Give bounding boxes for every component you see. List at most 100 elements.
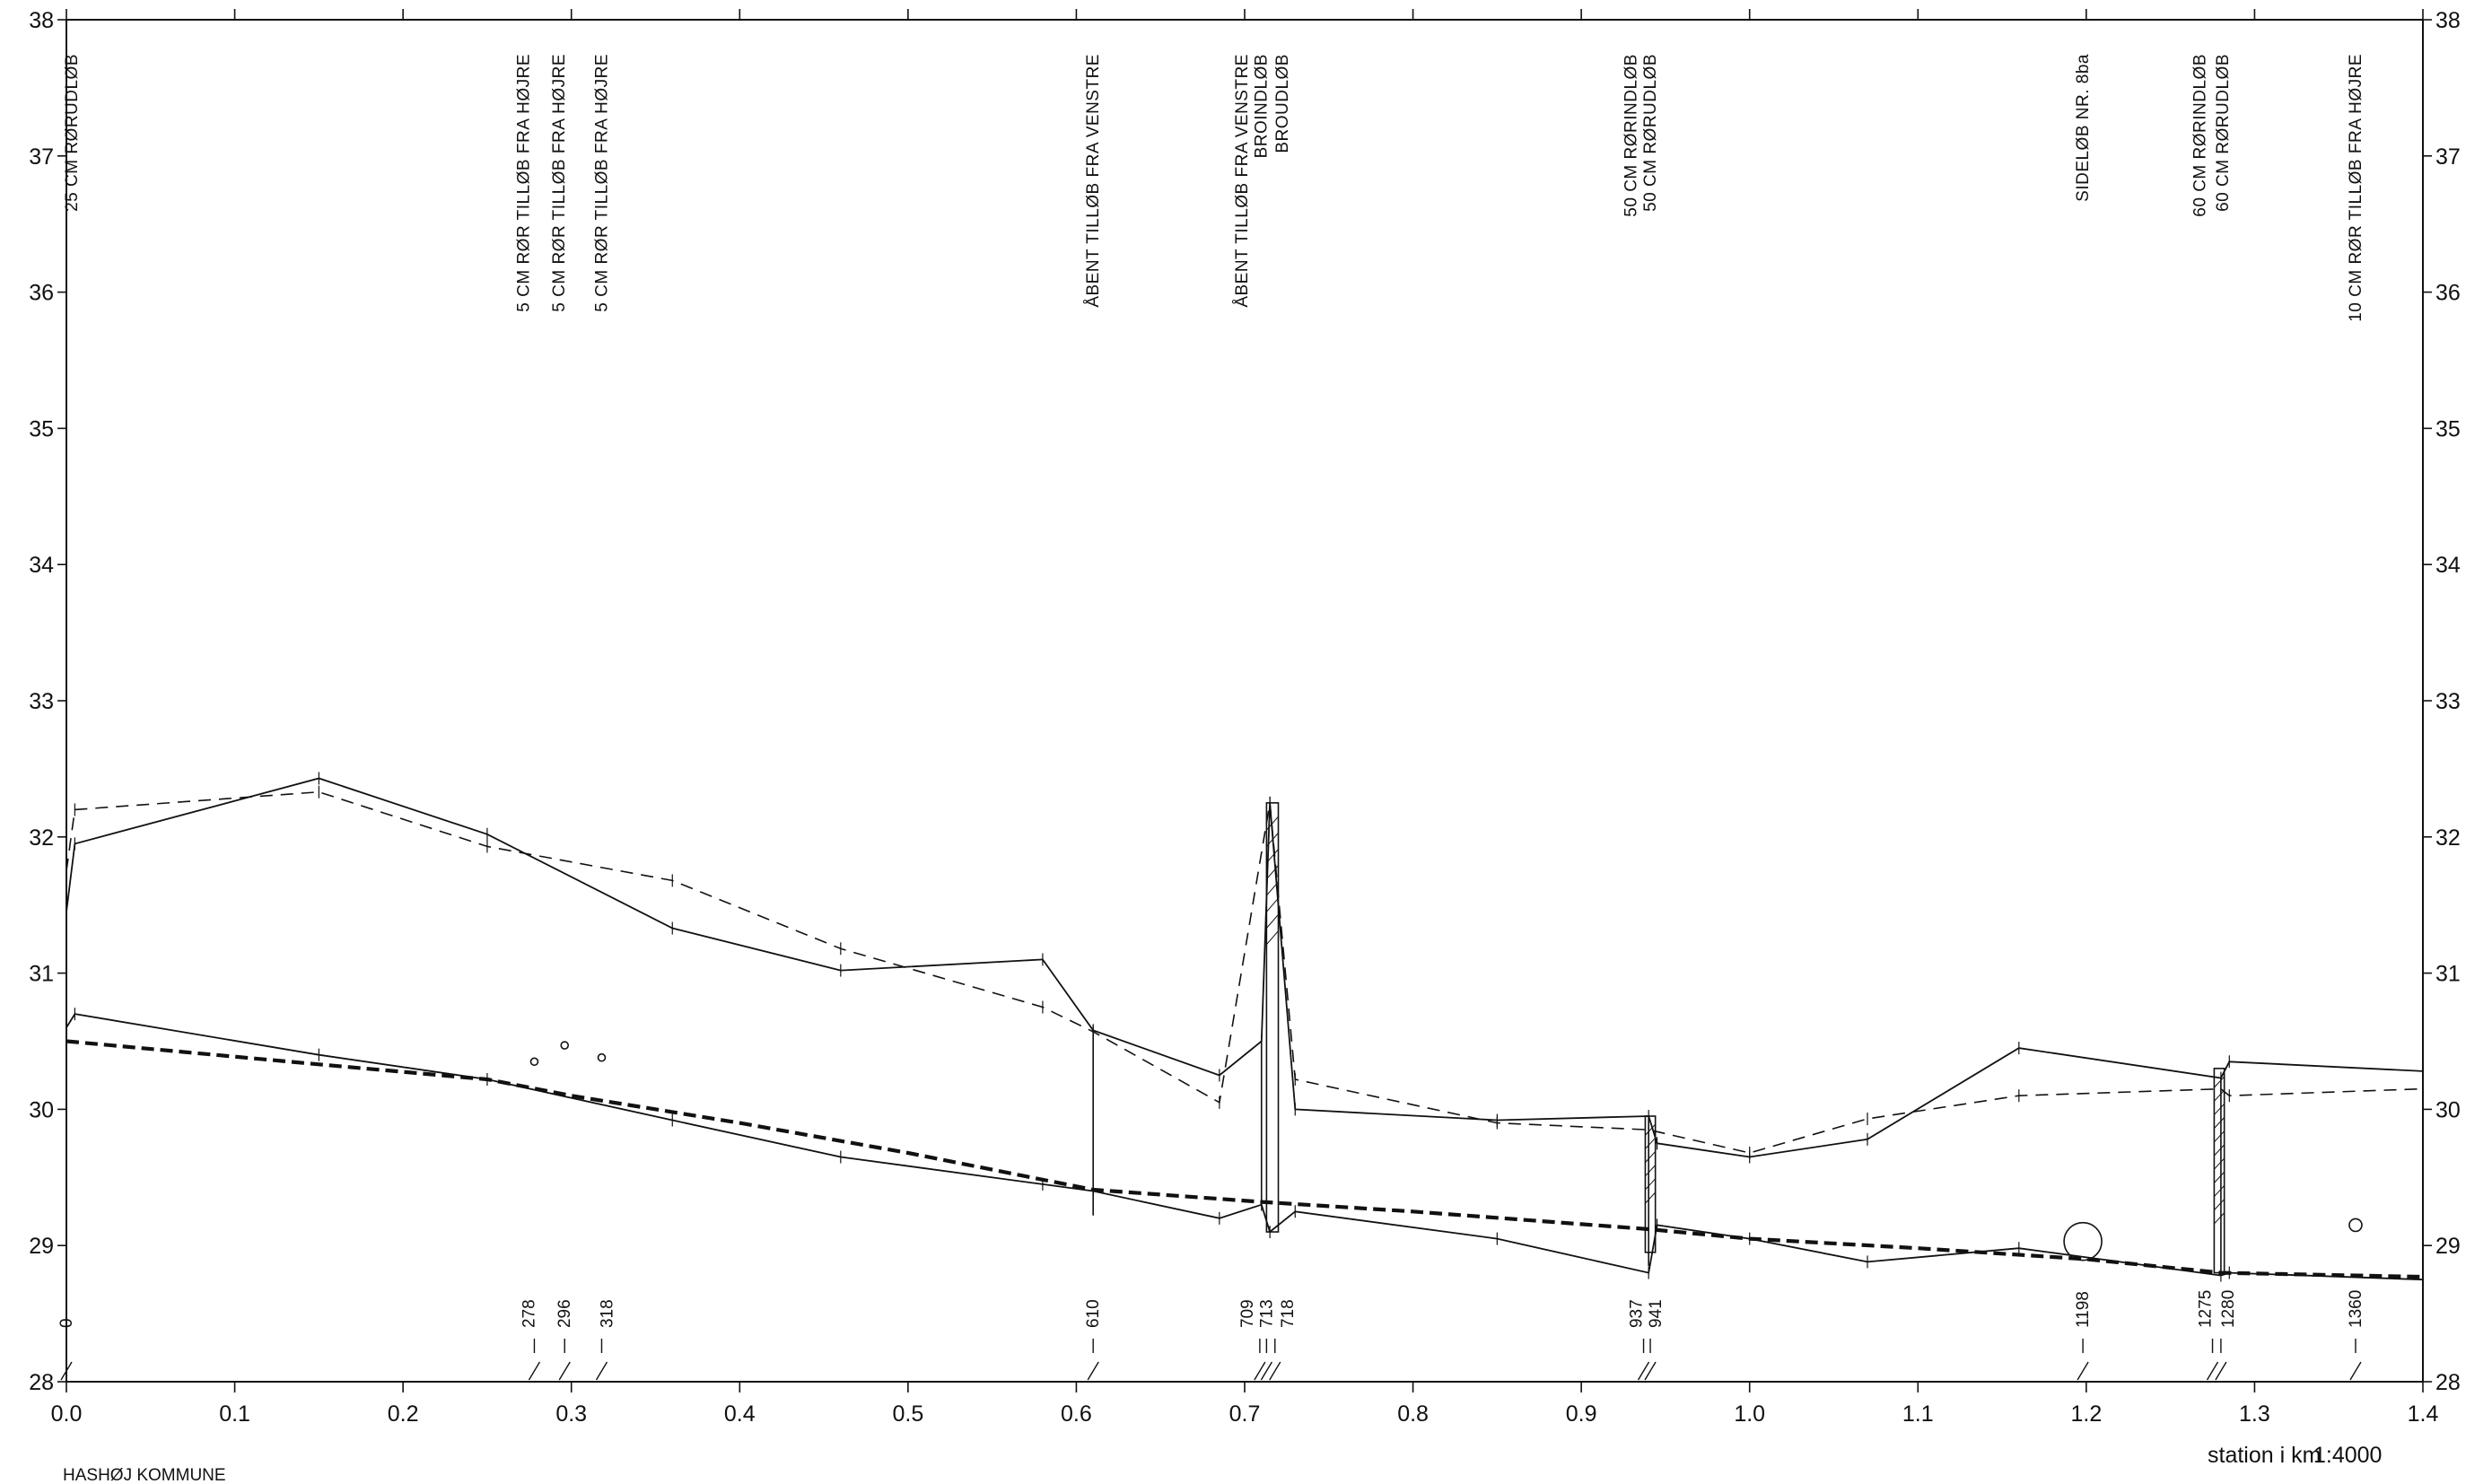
scale-label: 1:4000 (2313, 1443, 2382, 1468)
x-tick-label: 1.2 (2070, 1401, 2102, 1427)
y-tick-label-right: 33 (2435, 689, 2461, 714)
culvert-hatch (2214, 1171, 2225, 1183)
profile-series-3-solid (66, 1013, 2424, 1281)
y-tick-label-right: 30 (2435, 1097, 2461, 1122)
station-slash (2077, 1361, 2089, 1381)
station-slash (1087, 1361, 1099, 1381)
feature-annotation: 60 CM RØRINDLØB (2191, 54, 2210, 217)
culvert-hatch (2214, 1089, 2225, 1102)
culvert-hatch (2214, 1076, 2225, 1088)
profile-series-4-dashed-heavy (66, 1039, 2424, 1279)
bridge-hatch (1266, 881, 1279, 896)
feature-annotation: SIDELØB NR. 8ba (2074, 54, 2093, 202)
station-slash (1269, 1361, 1281, 1381)
feature-annotations: 25 CM RØRUDLØB 5 CM RØR TILLØB FRA HØJRE 5… (63, 54, 2365, 322)
bridge-hatch (1266, 849, 1279, 863)
x-tick-label: 0.9 (1566, 1401, 1597, 1427)
culvert-hatch (2214, 1130, 2225, 1143)
profile-lines (66, 772, 2424, 1287)
culvert-hatch (2214, 1103, 2225, 1115)
culvert-hatch (1645, 1151, 1657, 1163)
feature-annotation: BROUDLØB (1273, 54, 1292, 153)
station-label: 718 (1279, 1299, 1298, 1328)
circle-markers (529, 1041, 2363, 1261)
bridge-structure (1265, 802, 1280, 1233)
bridge-hatch (1266, 865, 1279, 880)
profile-series-1-solid (66, 777, 2424, 1158)
station-label: 318 (598, 1299, 616, 1328)
x-tick-label: 0.8 (1397, 1401, 1429, 1427)
circle-marker-small (597, 1052, 607, 1062)
station-label: 0 (57, 1318, 76, 1328)
y-tick-label-left: 30 (29, 1097, 54, 1122)
feature-annotation: 5 CM RØR TILLØB FRA HØJRE (592, 54, 611, 312)
station-slash (2206, 1361, 2219, 1381)
station-slash (1254, 1361, 1266, 1381)
station-label: 709 (1238, 1299, 1257, 1328)
x-tick-label: 0.3 (555, 1401, 587, 1427)
station-slash (1260, 1361, 1272, 1381)
station-slash (2215, 1361, 2227, 1381)
station-slash (1637, 1361, 1650, 1381)
station-label: 610 (1084, 1299, 1103, 1328)
x-tick-label: 0.4 (724, 1401, 756, 1427)
station-slash (558, 1361, 571, 1381)
culvert-hatch (1645, 1178, 1657, 1191)
culvert-hatch (2214, 1144, 2225, 1157)
x-tick-label: 0.0 (51, 1401, 83, 1427)
culvert-hatch (2214, 1157, 2225, 1170)
circle-marker-large (2063, 1221, 2103, 1261)
y-tick-label-left: 31 (29, 962, 54, 987)
bridge-hatch (1266, 913, 1279, 929)
bridge-hatch (1266, 816, 1279, 831)
culvert-hatch (2214, 1117, 2225, 1129)
x-tick-label: 0.6 (1061, 1401, 1092, 1427)
y-tick-label-left: 32 (29, 825, 54, 851)
culvert-hatch (1645, 1137, 1657, 1149)
y-tick-label-left: 29 (29, 1234, 54, 1259)
y-tick-label-left: 35 (29, 416, 54, 441)
feature-annotation: 5 CM RØR TILLØB FRA HØJRE (550, 54, 569, 312)
x-tick-label: 1.4 (2408, 1401, 2439, 1427)
station-label: 278 (520, 1299, 538, 1328)
culvert-hatch (1645, 1192, 1657, 1204)
y-tick-label-right: 37 (2435, 144, 2461, 170)
culvert-hatch (1645, 1123, 1657, 1136)
x-tick-label: 0.7 (1229, 1401, 1261, 1427)
structures (1092, 802, 2225, 1276)
station-slash (595, 1361, 608, 1381)
station-label: 296 (555, 1299, 574, 1328)
y-tick-label-right: 28 (2435, 1370, 2461, 1395)
x-axis-label: station i km (2208, 1443, 2321, 1468)
y-tick-label-right: 32 (2435, 825, 2461, 851)
station-label: 1360 (2347, 1290, 2365, 1328)
station-slash (2349, 1361, 2362, 1381)
station-markers: 0 278 296 318 610 709 713 718 937 941 1198 1275 1280… (57, 1290, 2365, 1381)
x-tick-label: 0.1 (219, 1401, 250, 1427)
y-tick-label-left: 38 (29, 8, 54, 33)
y-tick-label-right: 38 (2435, 8, 2461, 33)
feature-annotation: 50 CM RØRINDLØB (1622, 54, 1641, 217)
x-tick-label: 1.1 (1902, 1401, 1934, 1427)
culvert-hatch (2214, 1185, 2225, 1197)
y-tick-label-right: 36 (2435, 281, 2461, 306)
bridge-hatch (1266, 930, 1279, 946)
x-tick-label: 1.3 (2239, 1401, 2270, 1427)
station-label: 941 (1647, 1299, 1666, 1328)
bridge-hatch (1266, 897, 1279, 912)
station-slash (60, 1361, 73, 1381)
station-label: 1198 (2074, 1291, 2093, 1328)
y-tick-label-left: 37 (29, 144, 54, 170)
feature-annotation: BROINDLØB (1252, 54, 1271, 158)
culvert-hatch (2214, 1212, 2225, 1225)
feature-annotation: 10 CM RØR TILLØB FRA HØJRE (2347, 54, 2365, 322)
y-tick-label-left: 33 (29, 689, 54, 714)
station-label: 1275 (2197, 1290, 2216, 1328)
x-tick-label: 0.2 (388, 1401, 419, 1427)
y-tick-label-right: 34 (2435, 553, 2461, 578)
y-tick-label-right: 35 (2435, 416, 2461, 441)
y-tick-label-left: 34 (29, 553, 54, 578)
circle-marker-medium (2348, 1218, 2363, 1233)
feature-annotation: ÅBENT TILLØB FRA VENSTRE (1084, 54, 1103, 308)
bridge-hatch (1266, 832, 1279, 847)
